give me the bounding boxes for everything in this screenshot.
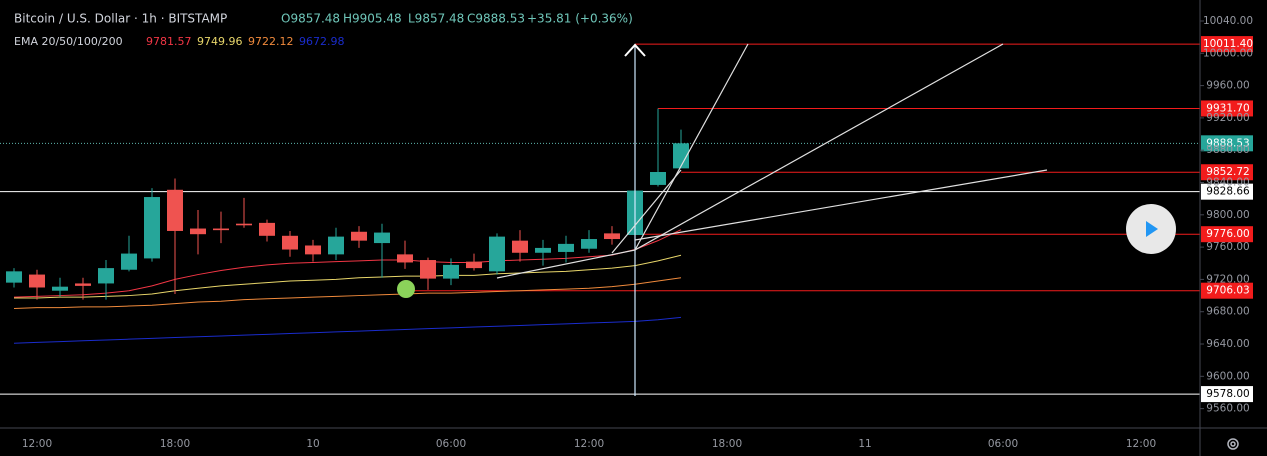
candle-body: [75, 283, 91, 286]
indicator-name: EMA 20/50/100/200: [14, 35, 123, 48]
y-tick-label: 9920.00: [1206, 112, 1249, 124]
candle-body: [420, 260, 436, 279]
y-tick-label: 9680.00: [1206, 306, 1249, 318]
y-tick-label: 9800.00: [1206, 209, 1249, 221]
candle-body: [397, 254, 413, 263]
price-label: 10011.40: [1203, 38, 1253, 50]
candle-body: [305, 245, 321, 255]
symbol: Bitcoin / U.S. Dollar · 1h · BITSTAMP: [14, 12, 227, 26]
candle-body: [52, 286, 68, 291]
price-label: 9706.03: [1206, 285, 1249, 297]
fan-line: [634, 43, 749, 251]
price-label-bg: [1201, 183, 1253, 200]
x-tick-label: 12:00: [22, 438, 52, 450]
y-tick-label: 10040.00: [1203, 15, 1253, 27]
play-button[interactable]: [1126, 204, 1176, 254]
price-label: 9931.70: [1206, 102, 1249, 114]
x-tick-label: 06:00: [436, 438, 466, 450]
candle-body: [443, 264, 459, 279]
arrow-head: [624, 43, 646, 57]
y-tick-label: 9560.00: [1206, 403, 1249, 415]
price-label-bg: [1201, 100, 1253, 117]
price-label: 9828.66: [1206, 186, 1250, 198]
candle-body: [535, 247, 551, 253]
candle-body: [512, 240, 528, 253]
candle-body: [489, 236, 505, 272]
candle-body: [581, 239, 597, 249]
legend: 9781.57 9749.96 9722.12 9672.98: [146, 35, 345, 48]
price-labels: 10011.40 9931.70 9888.53 9852.72 9828.66 9776…: [1201, 36, 1253, 403]
y-tick-label: 9640.00: [1206, 338, 1249, 350]
y-tick-label: 10000.00: [1203, 47, 1253, 59]
fan-line: [634, 169, 1048, 241]
ohlc-open: O9857.48: [281, 12, 340, 26]
ohlc-close: C9888.53: [467, 12, 525, 26]
candle-body: [167, 189, 183, 231]
x-tick-label: 10: [306, 438, 319, 450]
ema-line: [13, 277, 682, 309]
candle-body: [673, 143, 689, 169]
price-label-bg: [1201, 226, 1253, 243]
price-label: 9852.72: [1206, 166, 1249, 178]
candle-body: [213, 228, 229, 231]
legend-entry: 9672.98: [299, 35, 345, 48]
legend-entry: 9722.12: [248, 35, 294, 48]
candle-body: [374, 232, 390, 244]
ema-line: [13, 316, 682, 344]
price-label: 9888.53: [1206, 137, 1249, 149]
fan-line: [496, 249, 636, 279]
plot-area: [0, 43, 1200, 395]
ohlc-low: L9857.48: [408, 12, 464, 26]
candle-body: [190, 228, 206, 235]
ema-line: [13, 229, 682, 298]
y-tick-label: 9880.00: [1206, 144, 1249, 156]
candle-body: [121, 253, 137, 270]
candle-body: [466, 261, 482, 269]
price-label: 9776.00: [1206, 228, 1249, 240]
drawings: [496, 43, 1048, 396]
x-tick-label: 12:00: [574, 438, 604, 450]
price-label-bg: [1201, 164, 1253, 181]
candle-body: [144, 197, 160, 259]
candle-body: [98, 268, 114, 284]
price-label-bg: [1201, 282, 1253, 299]
y-tick-label: 9960.00: [1206, 80, 1249, 92]
price-label: 9578.00: [1206, 388, 1249, 400]
change: +35.81 (+0.36%): [527, 12, 633, 26]
ema-line: [14, 254, 682, 299]
price-label-bg: [1201, 386, 1253, 403]
candle-body: [236, 223, 252, 226]
y-tick-label: 9840.00: [1206, 177, 1249, 189]
y-tick-label: 9600.00: [1206, 370, 1249, 382]
settings-icon[interactable]: [1227, 438, 1239, 450]
candle-body: [259, 222, 275, 236]
candle-body: [650, 172, 666, 185]
candle-body: [6, 271, 22, 283]
gear-center[interactable]: [1230, 441, 1236, 447]
fan-line: [634, 43, 1004, 251]
legend-entry: 9781.57: [146, 35, 192, 48]
x-tick-label: 12:00: [1126, 438, 1156, 450]
legend-entry: 9749.96: [197, 35, 243, 48]
x-tick-label: 18:00: [712, 438, 742, 450]
price-label-bg: [1201, 135, 1253, 152]
candle-body: [558, 243, 574, 252]
candle-body: [351, 231, 367, 241]
x-tick-label: 18:00: [160, 438, 190, 450]
fan-line: [611, 169, 682, 254]
candle-body: [282, 235, 298, 250]
candle-body: [328, 236, 344, 255]
candle-body: [29, 274, 45, 288]
y-tick-label: 9720.00: [1206, 273, 1249, 285]
marker: [397, 280, 415, 298]
candle-body: [604, 233, 620, 240]
ohlc-high: H9905.48: [343, 12, 402, 26]
gear[interactable]: [1227, 438, 1239, 450]
x-tick-label: 11: [858, 438, 871, 450]
y-tick-label: 9760.00: [1206, 241, 1249, 253]
price-label-bg: [1201, 36, 1253, 53]
play-icon[interactable]: [1146, 221, 1158, 237]
x-tick-label: 06:00: [988, 438, 1018, 450]
